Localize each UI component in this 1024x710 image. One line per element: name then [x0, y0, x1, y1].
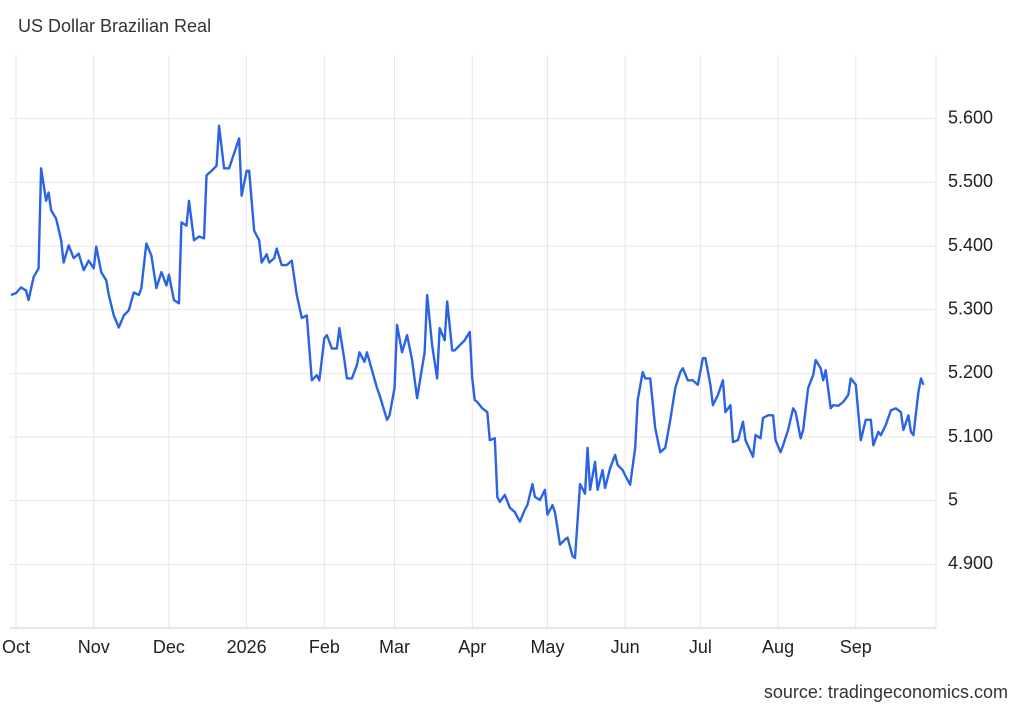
x-tick-label: Apr [458, 637, 486, 657]
price-line [10, 124, 925, 560]
x-tick-label: Feb [309, 637, 340, 657]
y-tick-label: 5 [948, 489, 958, 509]
y-tick-label: 5.400 [948, 235, 993, 255]
x-tick-label: Aug [762, 637, 794, 657]
chart-title: US Dollar Brazilian Real [18, 16, 211, 36]
y-tick-label: 5.100 [948, 426, 993, 446]
x-tick-label: Mar [379, 637, 410, 657]
x-tick-label: Sep [840, 637, 872, 657]
x-tick-label: Dec [153, 637, 185, 657]
y-tick-label: 5.200 [948, 362, 993, 382]
x-tick-label: May [530, 637, 564, 657]
y-tick-label: 4.900 [948, 553, 993, 573]
source-note: source: tradingeconomics.com [764, 682, 1008, 702]
y-tick-label: 5.500 [948, 171, 993, 191]
x-tick-label: Jul [689, 637, 712, 657]
y-tick-label: 5.600 [948, 107, 993, 127]
x-tick-label: 2026 [227, 637, 267, 657]
x-tick-label: Jun [611, 637, 640, 657]
x-tick-label: Nov [78, 637, 110, 657]
x-tick-label: Oct [2, 637, 30, 657]
y-tick-label: 5.300 [948, 298, 993, 318]
